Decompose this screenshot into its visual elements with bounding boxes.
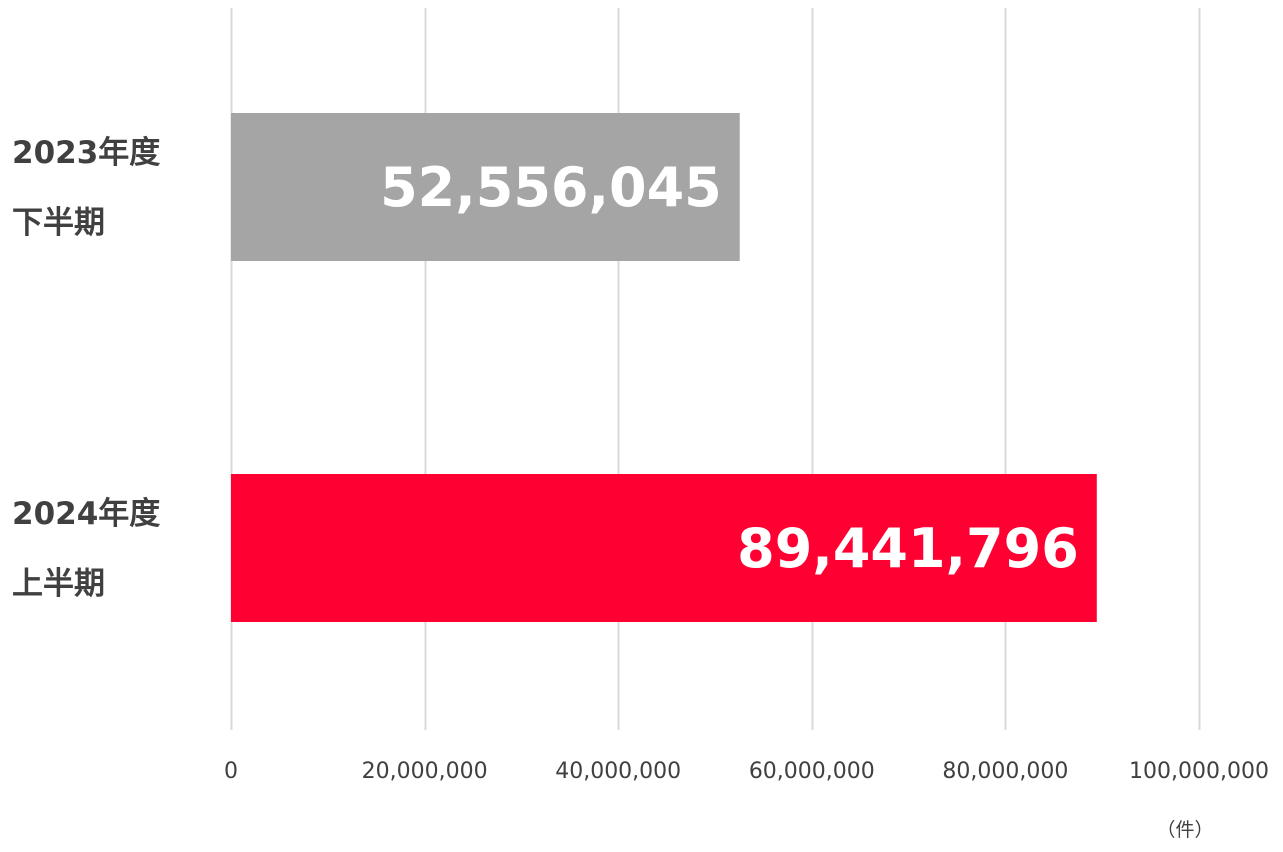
data-label-0: 52,556,045 bbox=[380, 156, 722, 219]
x-axis-tick-labels: 0 20,000,000 40,000,000 60,000,000 80,000,00… bbox=[224, 759, 1269, 784]
category-label-1-line-0: 2024年度 bbox=[12, 496, 160, 532]
bar-1 bbox=[231, 474, 1097, 622]
x-tick-label-0: 0 bbox=[224, 759, 238, 784]
data-labels: 52,556,045 89,441,796 bbox=[380, 156, 1079, 580]
unit-label: （件） bbox=[1156, 819, 1213, 841]
x-tick-label-2: 40,000,000 bbox=[555, 759, 681, 784]
category-label-0-line-0: 2023年度 bbox=[12, 135, 160, 171]
bars bbox=[231, 113, 1097, 622]
data-label-1: 89,441,796 bbox=[737, 517, 1079, 580]
bar-0 bbox=[231, 113, 740, 261]
x-tick-label-4: 80,000,000 bbox=[942, 759, 1068, 784]
category-label-1-line-1: 上半期 bbox=[12, 566, 105, 602]
x-tick-label-1: 20,000,000 bbox=[362, 759, 488, 784]
x-tick-label-3: 60,000,000 bbox=[749, 759, 875, 784]
x-tick-label-5: 100,000,000 bbox=[1129, 759, 1269, 784]
category-label-0-line-1: 下半期 bbox=[12, 205, 105, 241]
